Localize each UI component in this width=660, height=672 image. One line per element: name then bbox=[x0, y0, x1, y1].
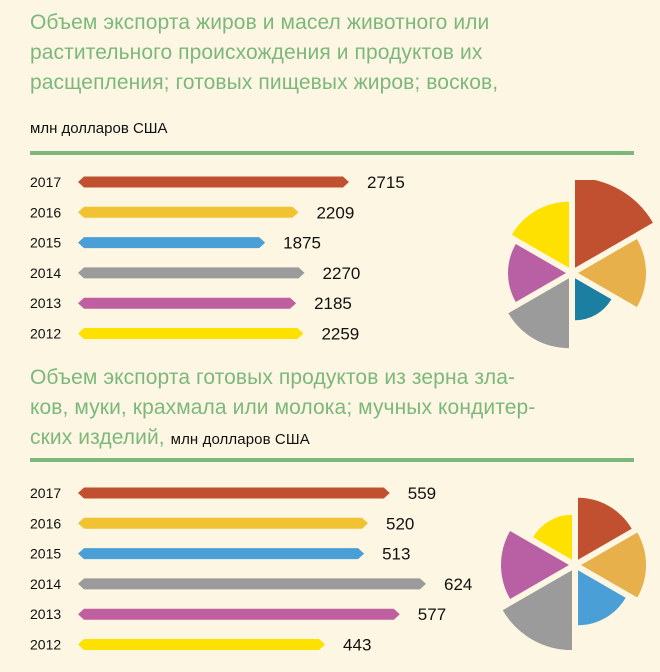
chart-title-1-line-3: расщепления; готовых пищевых жиров; воск… bbox=[30, 71, 499, 94]
tick-label-1-2017: 2017 bbox=[30, 174, 61, 190]
pie-decoration-2 bbox=[501, 497, 646, 650]
divider-2 bbox=[30, 458, 634, 462]
pie-slice-2-4 bbox=[502, 570, 572, 650]
tick-label-2-2016: 2016 bbox=[30, 515, 61, 531]
bar-1-2017 bbox=[78, 176, 349, 188]
bar-2-2012 bbox=[78, 639, 326, 650]
pie-slice-1-4 bbox=[508, 278, 569, 349]
pie-slice-1-6 bbox=[511, 201, 569, 268]
value-label-2-2013: 577 bbox=[418, 605, 446, 624]
chart-unit-2: млн долларов США bbox=[170, 431, 310, 448]
tick-label-1-2016: 2016 bbox=[30, 204, 61, 220]
chart-title-2: Объем экспорта готовых продуктов из зерн… bbox=[30, 363, 630, 455]
value-label-2-2014: 624 bbox=[444, 575, 472, 594]
bar-1-2015 bbox=[78, 237, 266, 249]
tick-label-1-2013: 2013 bbox=[30, 295, 61, 311]
value-label-2-2012: 443 bbox=[343, 636, 371, 655]
pie-slice-2-2 bbox=[581, 532, 646, 598]
divider-1 bbox=[30, 151, 634, 155]
pie-slice-2-3 bbox=[578, 570, 626, 626]
bar-1-2012 bbox=[78, 328, 304, 339]
tick-label-2-2013: 2013 bbox=[30, 606, 61, 622]
bar-chart-1: 2017 2715 2016 2209 2015 1875 2014 2270 2013 2185… bbox=[30, 173, 405, 344]
bar-chart-2: 2017 559 2016 520 2015 513 2014 624 2013 577 2012 4… bbox=[30, 484, 472, 655]
bar-2-2014 bbox=[78, 578, 427, 590]
pie-slice-2-6 bbox=[533, 514, 572, 560]
value-label-1-2013: 2185 bbox=[314, 294, 352, 313]
value-label-1-2012: 2259 bbox=[321, 325, 359, 344]
chart-title-2-line-3: ских изделий, bbox=[30, 426, 165, 449]
tick-label-2-2012: 2012 bbox=[30, 637, 61, 653]
tick-label-2-2015: 2015 bbox=[30, 546, 61, 562]
chart-title-1-line-1: Объем экспорта жиров и масел животного и… bbox=[30, 11, 490, 34]
tick-label-1-2015: 2015 bbox=[30, 235, 61, 251]
value-label-1-2015: 1875 bbox=[283, 234, 321, 253]
pie-slice-1-3 bbox=[575, 278, 612, 321]
value-label-1-2017: 2715 bbox=[367, 173, 405, 192]
pie-slice-2-5 bbox=[501, 531, 569, 599]
pie-slice-1-2 bbox=[578, 239, 646, 307]
bar-1-2016 bbox=[78, 206, 299, 218]
chart-title-2-line-1: Объем экспорта готовых продуктов из зерн… bbox=[30, 366, 516, 389]
bar-1-2014 bbox=[78, 267, 305, 279]
chart-title-1-line-2: растительного происхождения и продуктов … bbox=[30, 41, 483, 64]
bar-2-2015 bbox=[78, 548, 365, 560]
value-label-1-2014: 2270 bbox=[323, 264, 361, 283]
bar-2-2013 bbox=[78, 608, 400, 620]
chart-unit-1: млн долларов США bbox=[30, 120, 168, 137]
tick-label-1-2012: 2012 bbox=[30, 326, 61, 342]
value-label-1-2016: 2209 bbox=[316, 203, 354, 222]
pie-slice-2-1 bbox=[578, 497, 632, 560]
tick-label-2-2014: 2014 bbox=[30, 576, 61, 592]
value-label-2-2017: 559 bbox=[408, 484, 436, 503]
pie-slice-1-5 bbox=[508, 244, 566, 302]
bar-2-2017 bbox=[78, 487, 390, 499]
bar-2-2016 bbox=[78, 517, 369, 529]
tick-label-2-2017: 2017 bbox=[30, 485, 61, 501]
bar-1-2013 bbox=[78, 297, 297, 309]
value-label-2-2016: 520 bbox=[386, 514, 414, 533]
chart-title-1: Объем экспорта жиров и масел животного и… bbox=[30, 8, 630, 98]
chart-title-2-line-2: ков, муки, крахмала или молока; мучных к… bbox=[30, 396, 536, 419]
pie-slice-1-1 bbox=[575, 180, 653, 268]
value-label-2-2015: 513 bbox=[382, 545, 410, 564]
pie-decoration-1 bbox=[508, 180, 653, 349]
tick-label-1-2014: 2014 bbox=[30, 265, 61, 281]
